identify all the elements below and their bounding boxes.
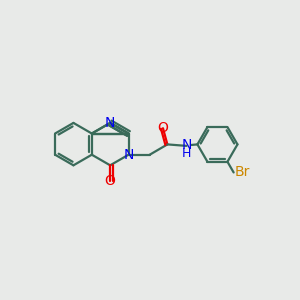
Text: Br: Br: [235, 166, 250, 179]
Text: N: N: [182, 138, 192, 152]
Text: N: N: [123, 148, 134, 162]
Text: H: H: [182, 147, 191, 160]
Text: N: N: [105, 116, 116, 130]
Text: O: O: [105, 174, 116, 188]
Text: O: O: [158, 121, 168, 135]
